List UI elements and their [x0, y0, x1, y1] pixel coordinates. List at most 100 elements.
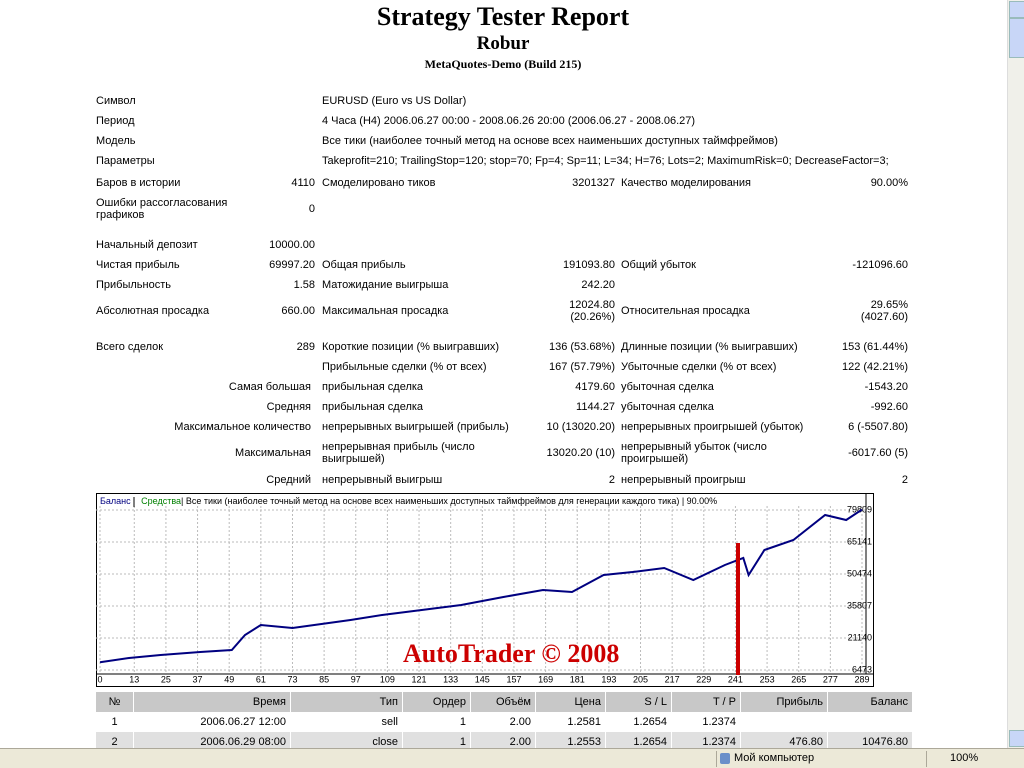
x-tick-label: 289: [854, 674, 869, 684]
table-header: T / P: [672, 692, 740, 712]
table-cell: sell: [291, 712, 402, 732]
stat-label: Матожидание выигрыша: [322, 279, 449, 291]
table-cell: 2: [96, 732, 133, 752]
stat-label: Общая прибыль: [322, 259, 406, 271]
stat-label: Средняя: [266, 401, 311, 413]
stat-value: 4 Часа (H4) 2006.06.27 00:00 - 2008.06.2…: [322, 115, 696, 127]
stat-value: 242.20: [581, 279, 615, 291]
stat-value: 191093.80: [563, 259, 615, 271]
table-header: Цена: [536, 692, 605, 712]
stat-label: непрерывный выигрыш: [322, 474, 443, 486]
x-tick-label: 229: [696, 674, 711, 684]
table-cell: 1: [403, 732, 470, 752]
stat-value: Все тики (наиболее точный метод на основ…: [322, 135, 778, 147]
x-tick-label: 157: [506, 674, 521, 684]
scroll-up[interactable]: [1009, 1, 1024, 18]
stat-value: 167 (57.79%): [548, 361, 615, 373]
x-tick-label: 217: [665, 674, 680, 684]
scroll-thumb[interactable]: [1009, 18, 1024, 58]
stat-label: Относительная просадка: [621, 305, 750, 317]
stat-label: Убыточные сделки (% от всех): [621, 361, 777, 373]
table-cell: 1: [96, 712, 133, 732]
chart-legend: Баланс Средства| Все тики (наиболее точн…: [100, 496, 717, 506]
y-tick-label: 50474: [847, 568, 872, 578]
table-cell: 2.00: [471, 732, 535, 752]
stat-label: Прибыльность: [96, 279, 171, 291]
stat-label: Параметры: [96, 155, 155, 167]
stat-label: Самая большая: [228, 381, 311, 393]
table-cell: 1: [403, 712, 470, 732]
y-tick-label: 21140: [848, 632, 872, 642]
stat-label: Всего сделок: [96, 341, 164, 353]
x-tick-label: 73: [287, 674, 297, 684]
x-tick-label: 169: [538, 674, 553, 684]
stat-label: Средний: [266, 474, 311, 486]
x-tick-label: 97: [351, 674, 361, 684]
stat-label: Общий убыток: [621, 259, 696, 271]
scroll-down[interactable]: [1009, 730, 1024, 747]
x-tick-label: 37: [193, 674, 203, 684]
table-cell: 10476.80: [828, 732, 912, 752]
stat-value: 660.00: [281, 305, 315, 317]
stat-label: убыточная сделка: [621, 401, 714, 413]
stat-label: Качество моделирования: [621, 177, 751, 189]
stat-value: 29.65% (4027.60): [860, 299, 908, 323]
stat-label: Короткие позиции (% выигравших): [322, 341, 500, 353]
stat-label: Ошибки рассогласования графиков: [96, 197, 228, 221]
stat-value: 1.58: [293, 279, 315, 291]
stat-value: 10 (13020.20): [546, 421, 616, 433]
x-tick-label: 205: [633, 674, 648, 684]
x-tick-label: 25: [161, 674, 171, 684]
zoom-label[interactable]: 100%: [950, 752, 979, 764]
stat-value: 0: [308, 203, 315, 215]
stat-value: 4179.60: [575, 381, 615, 393]
stat-value: 69997.20: [269, 259, 315, 271]
stat-value: 2: [608, 474, 615, 486]
stat-label: Длинные позиции (% выигравших): [621, 341, 798, 353]
stat-value: 12024.80 (20.26%): [569, 299, 615, 323]
stat-label: Максимальное количество: [174, 421, 311, 433]
stat-value: 90.00%: [870, 177, 908, 189]
table-header: Объём: [471, 692, 535, 712]
table-cell: 1.2654: [606, 732, 671, 752]
stat-value: Takeprofit=210; TrailingStop=120; stop=7…: [322, 155, 889, 167]
stat-label: Начальный депозит: [96, 239, 198, 251]
stat-value: -1543.20: [864, 381, 908, 393]
status-divider: [716, 751, 717, 767]
x-tick-label: 0: [97, 674, 102, 684]
table-header: №: [96, 692, 133, 712]
stat-label: Абсолютная просадка: [96, 305, 210, 317]
x-tick-label: 253: [760, 674, 775, 684]
x-tick-label: 85: [319, 674, 329, 684]
stat-value: 6 (-5507.80): [848, 421, 908, 433]
chart-frame: [96, 493, 874, 687]
y-tick-label: 65141: [847, 536, 872, 546]
table-cell: 1.2374: [672, 732, 740, 752]
table-cell: [828, 712, 912, 732]
stat-value: 153 (61.44%): [841, 341, 908, 353]
table-header: Тип: [291, 692, 402, 712]
table-cell: 1.2553: [536, 732, 605, 752]
status-divider: [926, 751, 927, 767]
scrollbar[interactable]: [1007, 0, 1024, 748]
x-tick-label: 121: [412, 674, 427, 684]
stat-label: Период: [96, 115, 135, 127]
balance-line: [99, 508, 863, 664]
stat-label: непрерывная прибыль (число выигрышей): [322, 441, 475, 465]
stat-label: Смоделировано тиков: [322, 177, 436, 189]
table-header: Прибыль: [741, 692, 827, 712]
stat-value: 289: [296, 341, 315, 353]
legend-balance: Баланс: [100, 496, 131, 506]
stat-value: 13020.20 (10): [546, 447, 616, 459]
stat-value: -6017.60 (5): [848, 447, 908, 459]
zone-label: Мой компьютер: [734, 752, 815, 764]
stat-label: Чистая прибыль: [96, 259, 180, 271]
x-tick-label: 193: [601, 674, 616, 684]
x-tick-label: 109: [380, 674, 395, 684]
stat-value: 1144.27: [576, 401, 615, 413]
status-bar: Мой компьютер 100%: [0, 748, 1024, 768]
stat-label: прибыльная сделка: [322, 381, 424, 393]
table-cell: 1.2374: [672, 712, 740, 732]
stat-label: непрерывных выигрышей (прибыль): [322, 421, 509, 433]
